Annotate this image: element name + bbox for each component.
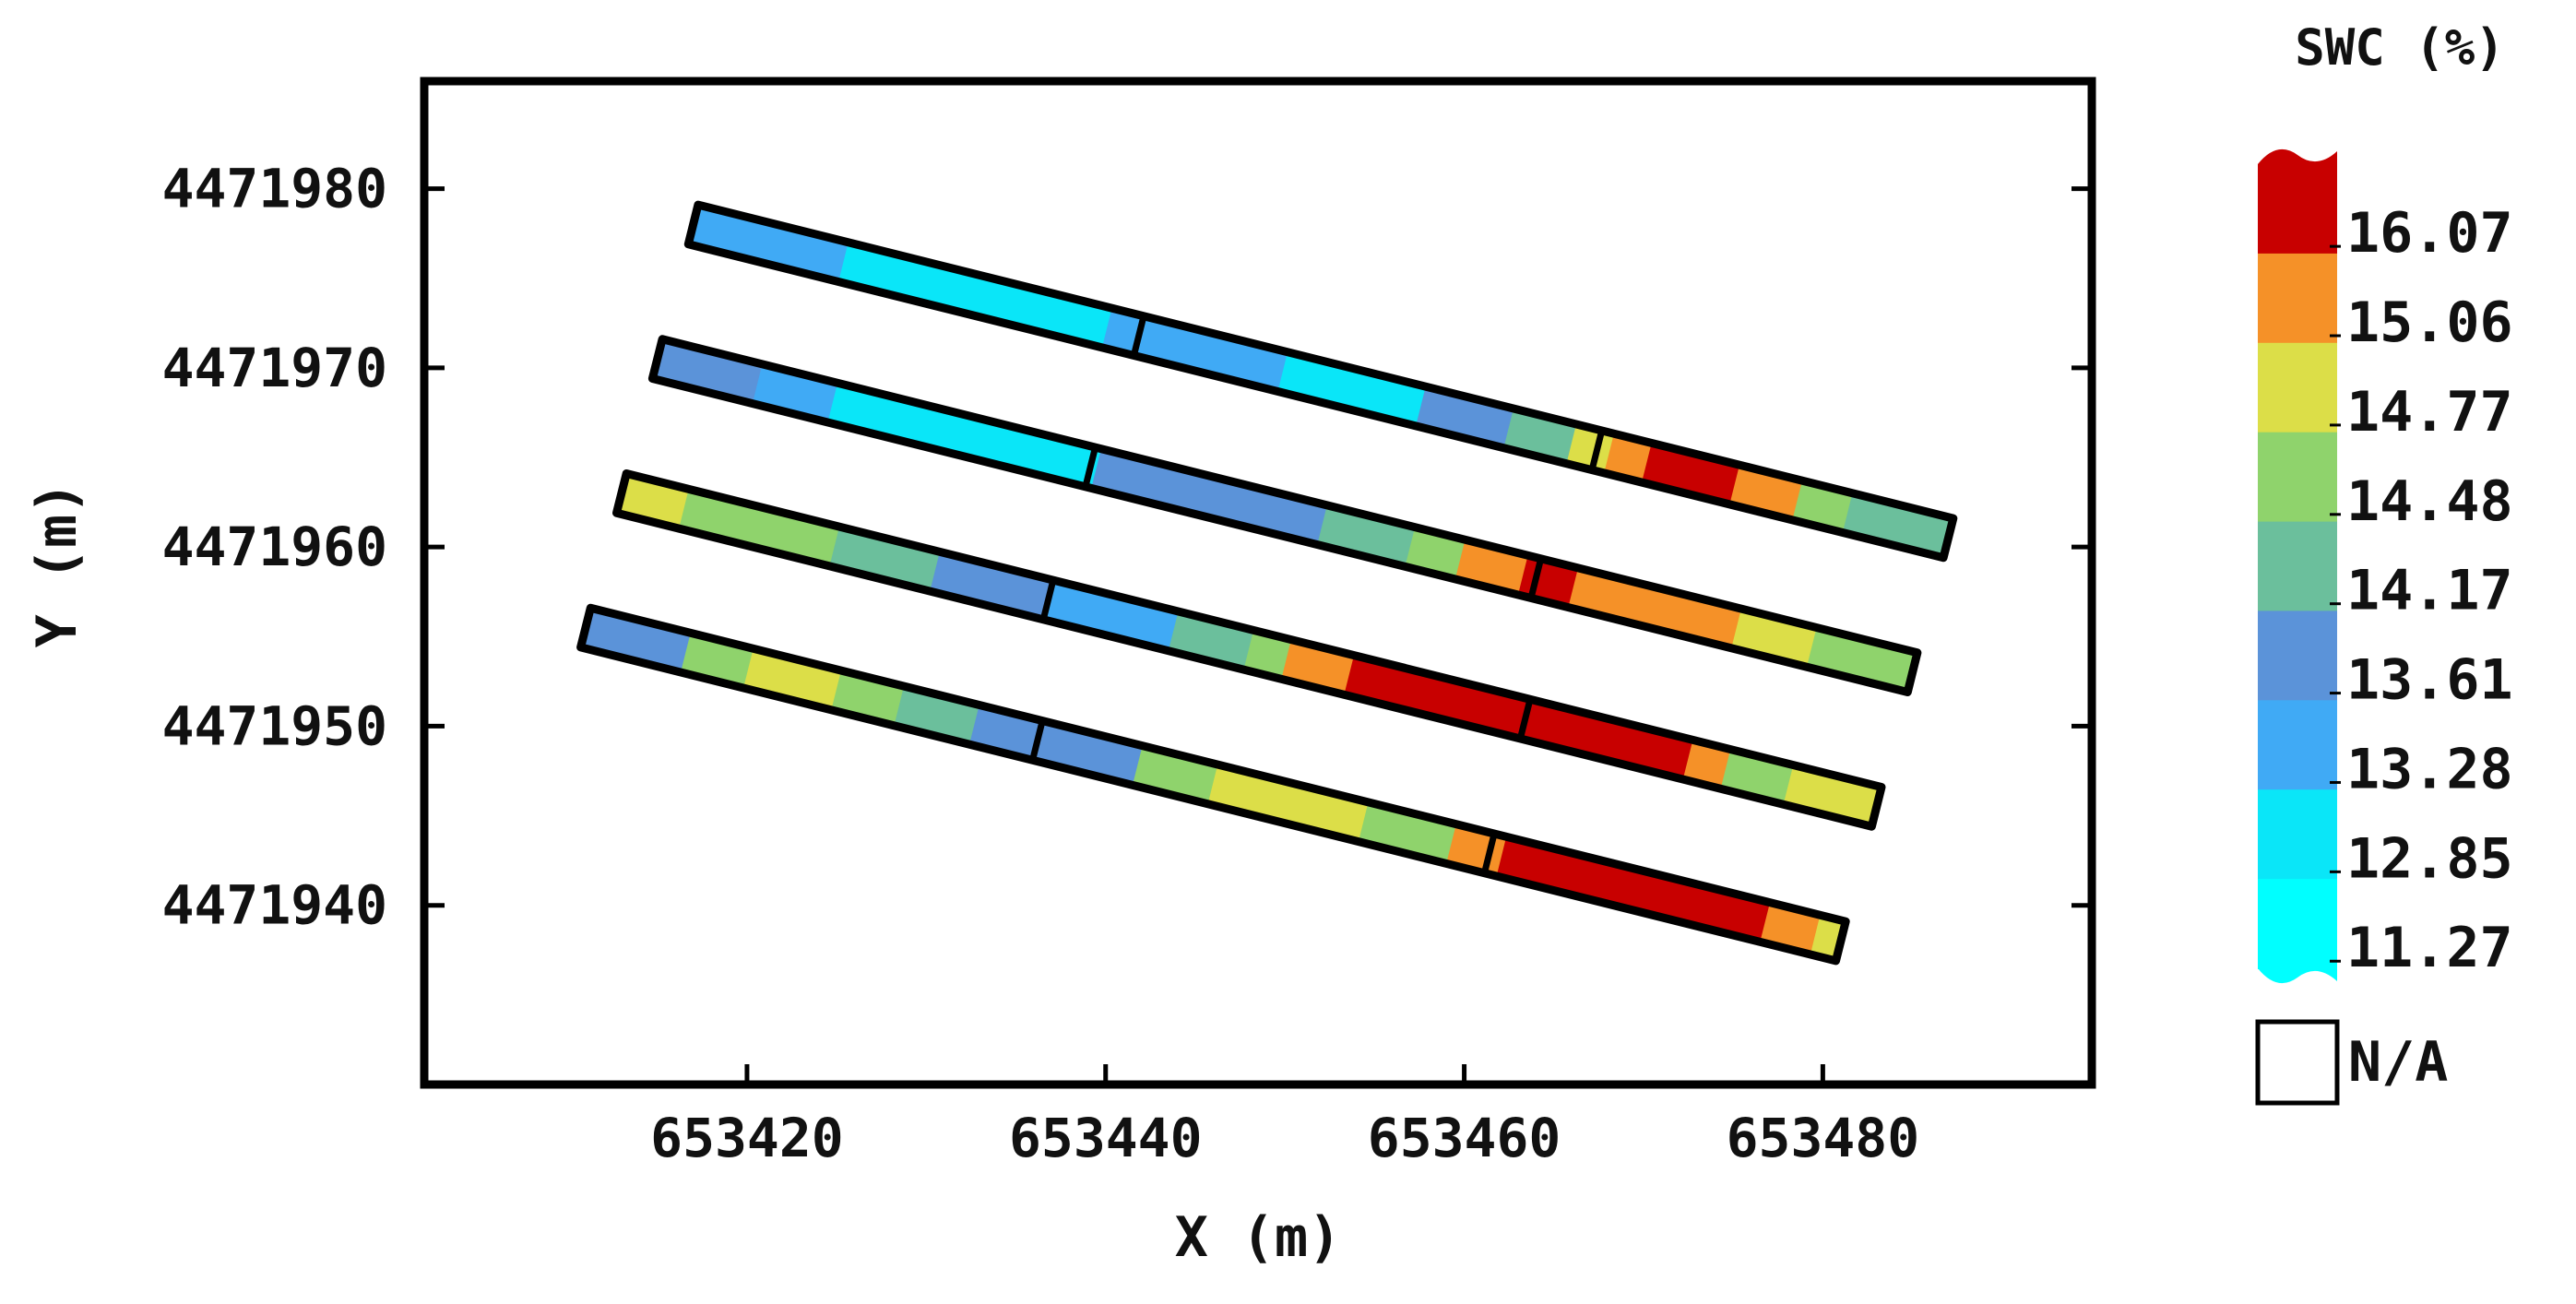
- strip-outline: [683, 200, 1958, 563]
- x-axis-title: X (m): [1175, 1205, 1342, 1270]
- y-tick-label: 4471950: [162, 694, 387, 757]
- colorbar-segment: [2258, 164, 2337, 255]
- x-tick-label: 653420: [650, 1107, 844, 1169]
- colorbar-segment: [2258, 342, 2337, 433]
- strip-4: [576, 603, 1850, 966]
- colorbar-label: 13.61: [2346, 648, 2513, 713]
- strip-3: [612, 469, 1886, 831]
- y-axis-ticks: 4471940 4471950 4471960 4471970 4471980: [162, 158, 2092, 937]
- colorbar: SWC (%) 16.07 15.06 14.77 14.48 14.17 13.61 13…: [2255, 18, 2513, 1106]
- colorbar-segment: [2258, 789, 2337, 881]
- colorbar-segment: [2258, 521, 2337, 612]
- strip-divider: [1029, 719, 1046, 762]
- colorbar-segments: [2258, 148, 2337, 984]
- colorbar-label: 14.48: [2346, 469, 2513, 534]
- x-tick-label: 653480: [1727, 1107, 1920, 1169]
- strips-layer: [576, 200, 1958, 966]
- colorbar-segment: [2258, 432, 2337, 523]
- strip-divider: [1039, 579, 1057, 621]
- colorbar-label: 14.77: [2346, 380, 2513, 445]
- colorbar-title: SWC (%): [2295, 18, 2505, 77]
- y-tick-label: 4471940: [162, 874, 387, 937]
- colorbar-segment: [2258, 879, 2337, 969]
- colorbar-label: 16.07: [2346, 201, 2513, 266]
- strip-outline: [647, 335, 1922, 696]
- colorbar-bottom-cap: [2258, 966, 2337, 984]
- strip-divider: [1481, 833, 1498, 874]
- strip-outline: [576, 603, 1850, 966]
- colorbar-top-cap: [2258, 148, 2337, 166]
- colorbar-label: 12.85: [2346, 826, 2513, 891]
- strip-divider: [1588, 430, 1606, 471]
- colorbar-segment: [2258, 700, 2337, 791]
- y-axis-title: Y (m): [25, 481, 89, 648]
- x-axis-ticks: 653420 653440 653460 653480: [650, 1064, 1919, 1169]
- colorbar-label: 13.28: [2346, 737, 2513, 801]
- strip-outline: [612, 469, 1886, 831]
- y-tick-label: 4471980: [162, 158, 387, 220]
- x-tick-label: 653440: [1009, 1107, 1203, 1169]
- strip-divider: [1082, 446, 1098, 488]
- strip-2: [647, 335, 1922, 696]
- colorbar-segment: [2258, 253, 2337, 344]
- na-label: N/A: [2348, 1030, 2448, 1095]
- colorbar-label: 11.27: [2346, 916, 2513, 980]
- colorbar-label: 15.06: [2346, 290, 2513, 355]
- strip-1: [683, 200, 1958, 563]
- plot-area: 653420 653440 653460 653480 447194044719504…: [162, 77, 2096, 1169]
- strip-divider: [1527, 557, 1545, 599]
- y-tick-label: 4471970: [162, 337, 387, 399]
- na-swatch: [2255, 1019, 2340, 1106]
- strip-divider: [1516, 698, 1534, 740]
- colorbar-segment: [2258, 611, 2337, 702]
- strip-divider: [1130, 314, 1147, 357]
- y-tick-label: 4471960: [162, 516, 387, 578]
- colorbar-label: 14.17: [2346, 559, 2513, 623]
- colorbar-labels: 16.07 15.06 14.77 14.48 14.17 13.61 13.28 12.85…: [2330, 201, 2513, 980]
- x-tick-label: 653460: [1368, 1107, 1561, 1169]
